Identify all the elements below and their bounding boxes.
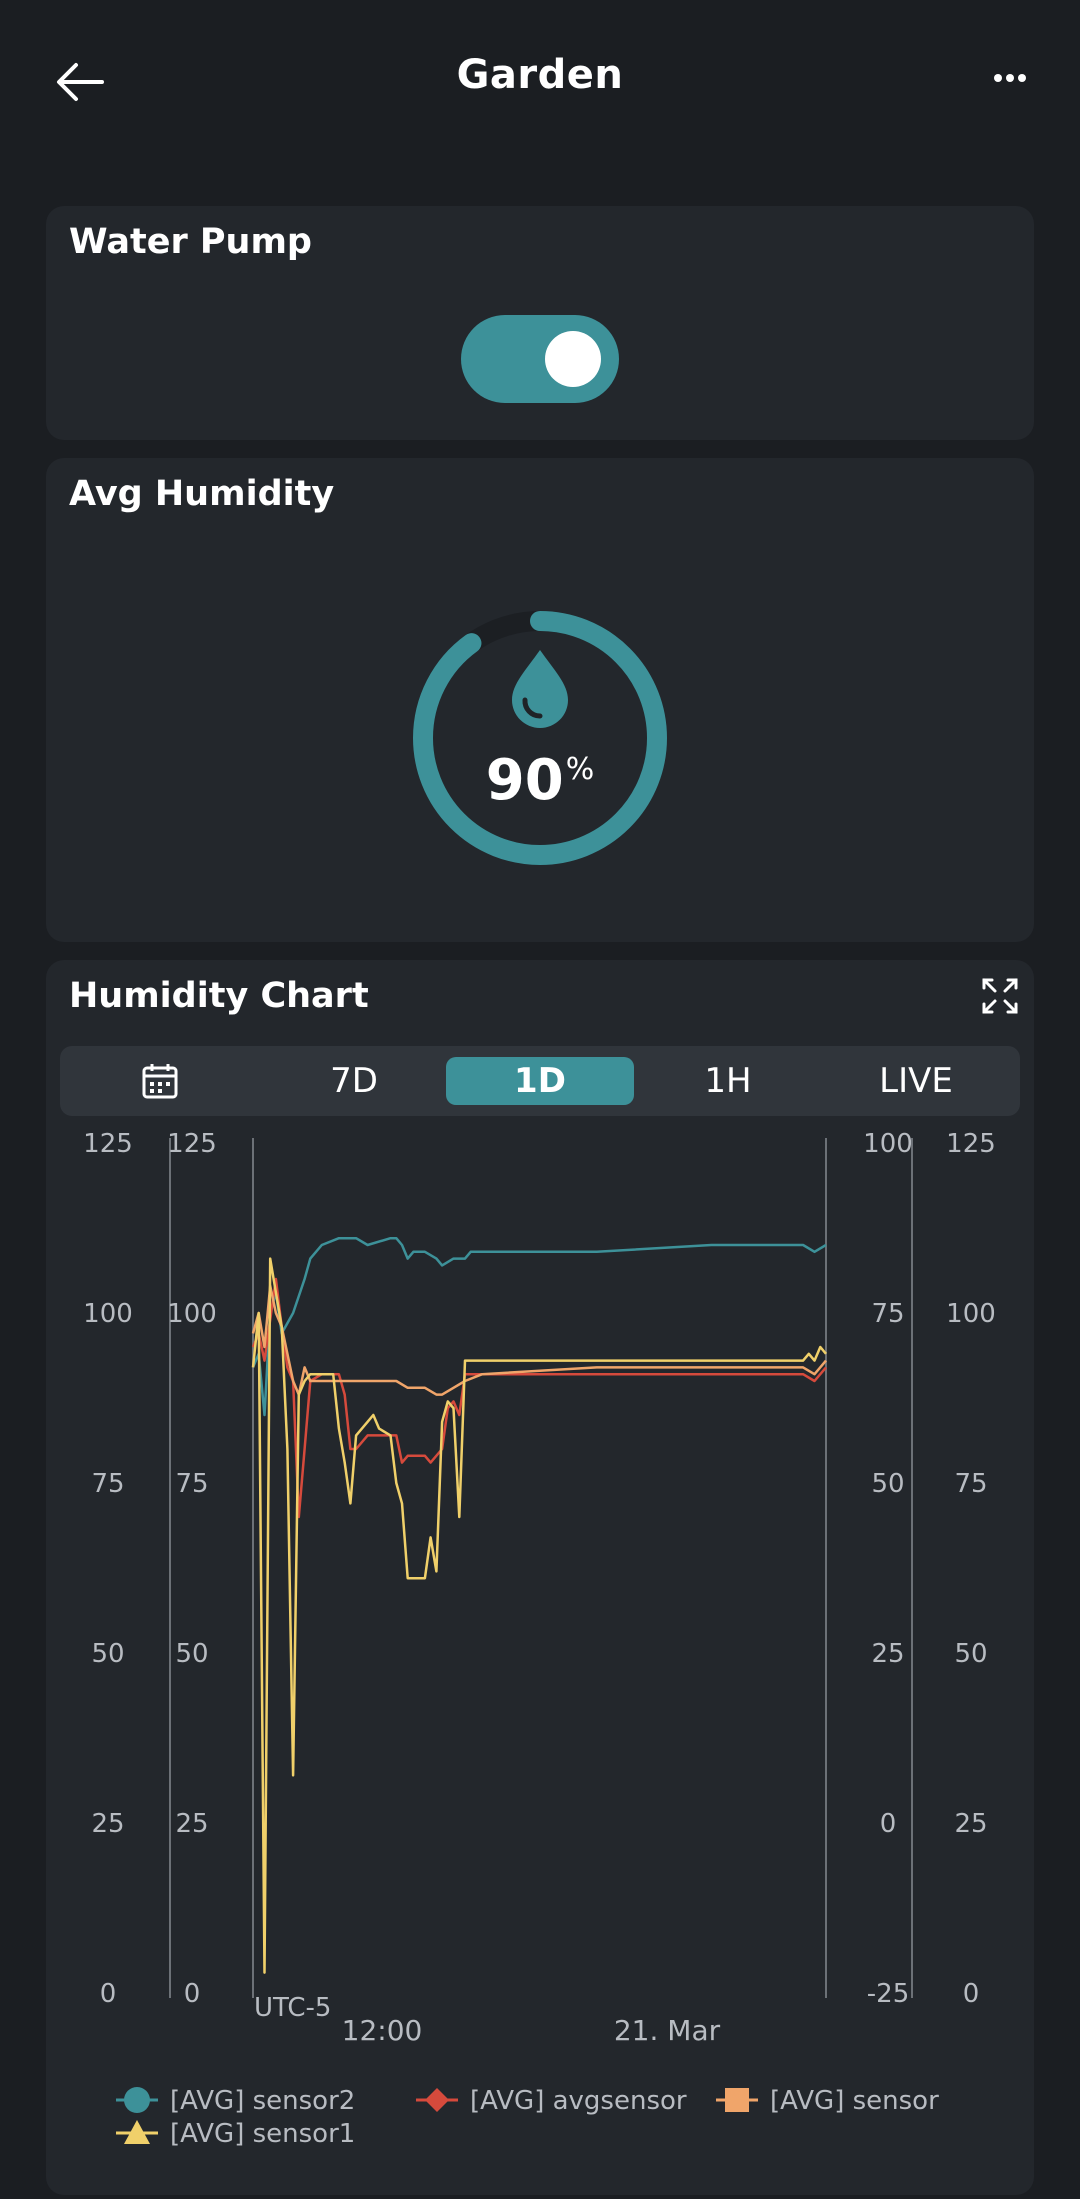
humidity-value: 90% <box>485 748 595 813</box>
range-live[interactable]: LIVE <box>879 1061 953 1101</box>
water-pump-title: Water Pump <box>69 222 312 262</box>
humidity-gauge: 90% <box>410 608 670 868</box>
y-tick-label: 100 <box>83 1299 133 1329</box>
water-drop-icon <box>512 650 568 728</box>
time-range-selector: 7D 1D 1H LIVE <box>60 1046 1020 1116</box>
y-tick-label: 50 <box>871 1469 904 1499</box>
avg-humidity-card: Avg Humidity 90% <box>46 458 1034 942</box>
legend-marker-square-icon <box>725 2088 749 2112</box>
y-tick-label: 0 <box>184 1979 201 2009</box>
calendar-button[interactable] <box>60 1046 260 1116</box>
y-tick-label: 75 <box>175 1469 208 1499</box>
legend-item[interactable]: [AVG] sensor2 <box>116 2086 355 2116</box>
legend-label: [AVG] sensor2 <box>170 2086 355 2116</box>
water-pump-card: Water Pump <box>46 206 1034 440</box>
range-7d[interactable]: 7D <box>330 1061 378 1101</box>
y-tick-label: 75 <box>871 1299 904 1329</box>
y-tick-label: 125 <box>946 1129 996 1159</box>
y-tick-label: 100 <box>167 1299 217 1329</box>
legend-marker-triangle-icon <box>124 2120 150 2144</box>
x-tick-label: 12:00 <box>342 2014 423 2047</box>
range-1h[interactable]: 1H <box>704 1061 752 1101</box>
x-tick-label: 21. Mar <box>614 2014 721 2047</box>
calendar-icon <box>142 1064 178 1099</box>
humidity-chart-title: Humidity Chart <box>69 976 369 1016</box>
timezone-label: UTC-5 <box>254 1993 331 2023</box>
series-line-3 <box>251 1257 827 1974</box>
back-arrow-icon[interactable] <box>52 54 108 110</box>
y-tick-label: 75 <box>954 1469 987 1499</box>
y-tick-label: 50 <box>175 1639 208 1669</box>
y-tick-label: -25 <box>867 1979 909 2009</box>
legend-label: [AVG] sensor1 <box>170 2119 355 2149</box>
humidity-chart-card: Humidity Chart 7D 1D 1H LIVE 0 25 50 75 100 1… <box>46 960 1034 2195</box>
y-tick-label: 100 <box>946 1299 996 1329</box>
gauge-ring <box>413 611 667 865</box>
y-tick-label: 0 <box>100 1979 117 2009</box>
y-tick-label: 50 <box>954 1639 987 1669</box>
more-options-icon[interactable] <box>980 58 1040 98</box>
legend-item[interactable]: [AVG] sensor1 <box>116 2119 355 2149</box>
y-tick-label: 50 <box>91 1639 124 1669</box>
page-title: Garden <box>456 52 624 98</box>
y-tick-label: 125 <box>167 1129 217 1159</box>
series-line-1 <box>251 1277 827 1519</box>
legend-label: [AVG] avgsensor <box>470 2086 687 2116</box>
y-tick-label: 25 <box>175 1809 208 1839</box>
y-tick-label: 100 <box>863 1129 913 1159</box>
y-tick-label: 25 <box>91 1809 124 1839</box>
y-tick-label: 75 <box>91 1469 124 1499</box>
top-bar: Garden <box>0 0 1080 165</box>
legend-item[interactable]: [AVG] sensor <box>716 2086 939 2116</box>
series-line-0 <box>251 1236 827 1417</box>
toggle-knob <box>545 331 601 387</box>
avg-humidity-title: Avg Humidity <box>69 474 335 514</box>
fullscreen-icon[interactable] <box>980 976 1020 1016</box>
y-tick-label: 0 <box>963 1979 980 2009</box>
legend-item[interactable]: [AVG] avgsensor <box>416 2086 687 2116</box>
legend-label: [AVG] sensor <box>770 2086 939 2116</box>
legend-marker-diamond-icon <box>425 2088 449 2112</box>
y-tick-label: 0 <box>880 1809 897 1839</box>
series-line-2 <box>251 1284 827 1396</box>
y-tick-label: 25 <box>954 1809 987 1839</box>
water-pump-toggle[interactable] <box>461 315 619 403</box>
range-1d[interactable]: 1D <box>446 1057 634 1105</box>
humidity-line-chart: 0 25 50 75 100 125 0 25 50 75 100 125 -25 0 25 50 75 100 0… <box>83 1129 996 2149</box>
legend-marker-circle-icon <box>124 2087 150 2113</box>
y-tick-label: 25 <box>871 1639 904 1669</box>
y-tick-label: 125 <box>83 1129 133 1159</box>
